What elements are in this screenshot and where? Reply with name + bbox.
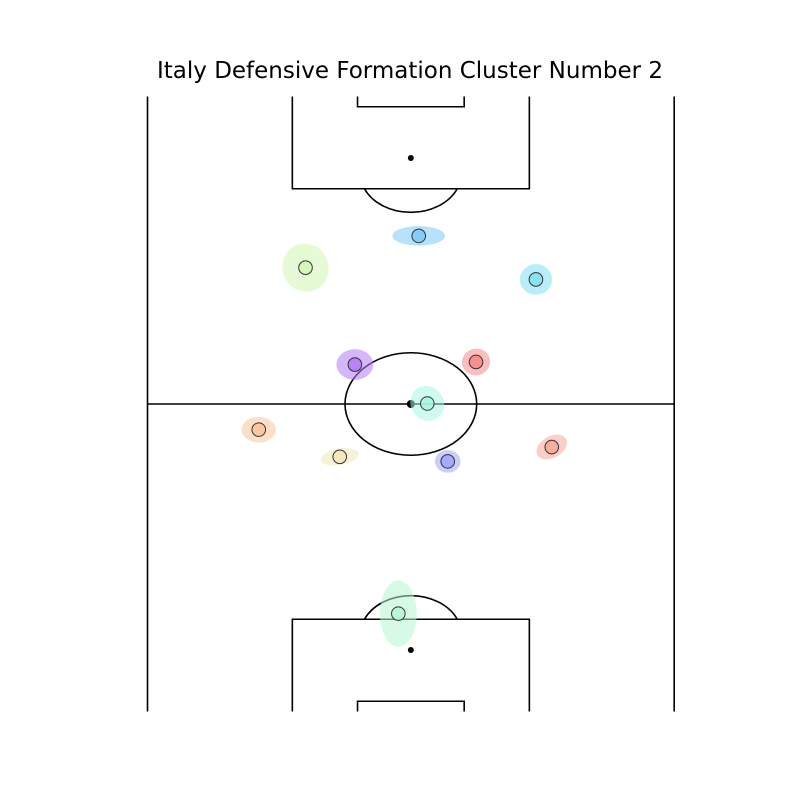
player-point-2	[298, 260, 313, 275]
penalty-arc-top	[363, 188, 458, 214]
player-point-1	[411, 228, 427, 244]
chart-title: Italy Defensive Formation Cluster Number…	[156, 58, 664, 84]
player-point-3	[528, 272, 544, 287]
player-point-11	[391, 606, 406, 621]
player-point-9	[544, 439, 560, 455]
cluster-ellipses	[241, 226, 567, 647]
penalty-spot-top	[407, 155, 414, 161]
six-yard-box-bottom	[356, 700, 465, 712]
player-points	[251, 228, 560, 621]
penalty-spot-bottom	[407, 647, 414, 653]
player-point-4	[347, 357, 363, 372]
centre-circle	[344, 351, 478, 457]
player-point-7	[251, 422, 267, 437]
player-point-8	[332, 449, 348, 465]
six-yard-box-top	[356, 96, 465, 108]
penalty-area-top	[291, 96, 531, 190]
player-point-5	[468, 354, 484, 370]
player-point-10	[440, 454, 456, 469]
player-point-6	[420, 396, 435, 411]
